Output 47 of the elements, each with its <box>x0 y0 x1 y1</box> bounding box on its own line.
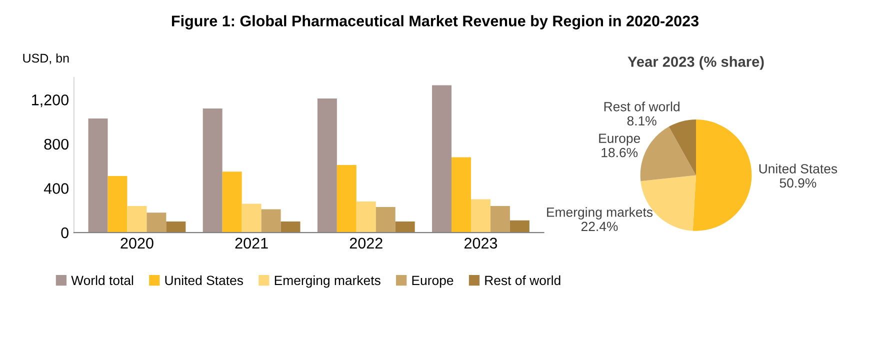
y-tick-label: 1,200 <box>32 94 68 108</box>
bar <box>242 204 262 233</box>
data-label: 8.1% <box>627 116 656 126</box>
bar <box>356 202 376 233</box>
legend-label: Rest of world <box>485 275 560 286</box>
data-label: 18.6% <box>602 148 638 158</box>
bar <box>432 85 452 233</box>
slice-label: Rest of world <box>604 102 680 112</box>
bar <box>127 206 147 233</box>
bar <box>395 221 415 233</box>
legend-label: World total <box>71 275 134 286</box>
legend-label: United States <box>165 275 244 286</box>
bar <box>146 212 166 233</box>
data-label: 50.9% <box>780 178 816 188</box>
slice-label: Europe <box>599 134 640 146</box>
bar <box>452 157 471 233</box>
bar <box>222 172 242 233</box>
data-label: 22.4% <box>581 222 618 232</box>
bar <box>88 118 108 233</box>
slice-label: Emerging markets <box>547 207 653 220</box>
x-tick-label: 2022 <box>350 238 382 249</box>
x-tick-label: 2023 <box>464 238 498 249</box>
chart-title: Year 2023 (% share) <box>628 56 764 70</box>
pie-slice <box>668 120 696 176</box>
y-axis-title: USD, bn <box>23 53 69 64</box>
bar <box>510 220 530 233</box>
y-tick-label: 400 <box>44 183 68 194</box>
x-tick-label: 2021 <box>235 238 268 249</box>
pie-slice <box>640 126 696 182</box>
bar <box>336 164 356 233</box>
pie-slice <box>692 120 752 231</box>
bar <box>317 98 337 233</box>
bar <box>166 221 186 233</box>
bar <box>261 209 281 233</box>
bar <box>470 199 490 233</box>
chart-title: Figure 1: Global Pharmaceutical Market Revenue by Region in 2020-2023 <box>172 15 699 30</box>
y-tick-label: 800 <box>44 138 68 150</box>
legend-label: Emerging markets <box>274 275 380 288</box>
bar <box>376 207 396 233</box>
slice-label: United States <box>759 164 838 174</box>
x-tick-label: 2020 <box>120 238 154 249</box>
bar <box>202 108 222 233</box>
legend-label: Europe <box>412 276 454 288</box>
bar <box>490 206 510 233</box>
bar <box>280 221 300 233</box>
bar <box>108 176 128 233</box>
y-tick-label: 0 <box>61 227 68 238</box>
